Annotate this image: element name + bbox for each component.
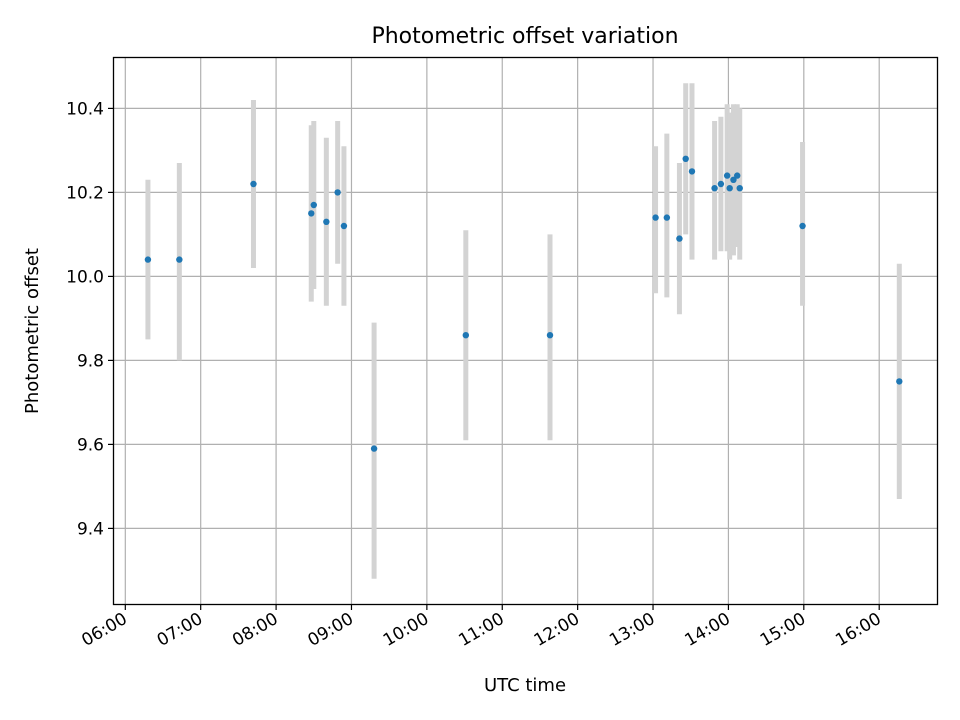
data-point	[144, 256, 152, 263]
data-point	[682, 155, 689, 162]
data-point	[652, 214, 659, 221]
data-point	[323, 218, 330, 225]
data-point	[711, 185, 718, 192]
data-point	[370, 445, 378, 452]
data-point	[736, 185, 743, 192]
data-point	[340, 222, 348, 230]
data-point	[688, 168, 696, 175]
data-point	[730, 176, 737, 183]
data-point	[799, 222, 806, 230]
y-tick-label: 9.6	[77, 435, 104, 455]
data-point	[663, 214, 671, 221]
y-tick-label: 9.8	[77, 351, 104, 371]
x-axis-label: UTC time	[484, 675, 566, 696]
y-tick-label: 10.4	[66, 99, 104, 119]
chart-title: Photometric offset variation	[371, 24, 678, 49]
data-point	[723, 172, 731, 179]
data-point	[310, 201, 317, 209]
data-point	[734, 172, 741, 179]
y-tick-label: 10.2	[66, 183, 104, 203]
data-point	[726, 185, 733, 192]
data-point	[717, 180, 725, 188]
y-tick-label: 10.0	[66, 267, 104, 287]
data-point	[176, 256, 183, 263]
y-axis-label: Photometric offset	[22, 248, 43, 414]
y-tick-label: 9.4	[77, 519, 104, 539]
data-point	[334, 189, 341, 196]
data-point	[546, 332, 554, 339]
data-point	[250, 180, 257, 188]
data-point	[462, 332, 470, 339]
data-points	[144, 155, 903, 452]
data-point	[308, 210, 315, 217]
data-point	[896, 378, 903, 385]
plot-frame	[112, 56, 939, 606]
data-point	[676, 235, 683, 242]
